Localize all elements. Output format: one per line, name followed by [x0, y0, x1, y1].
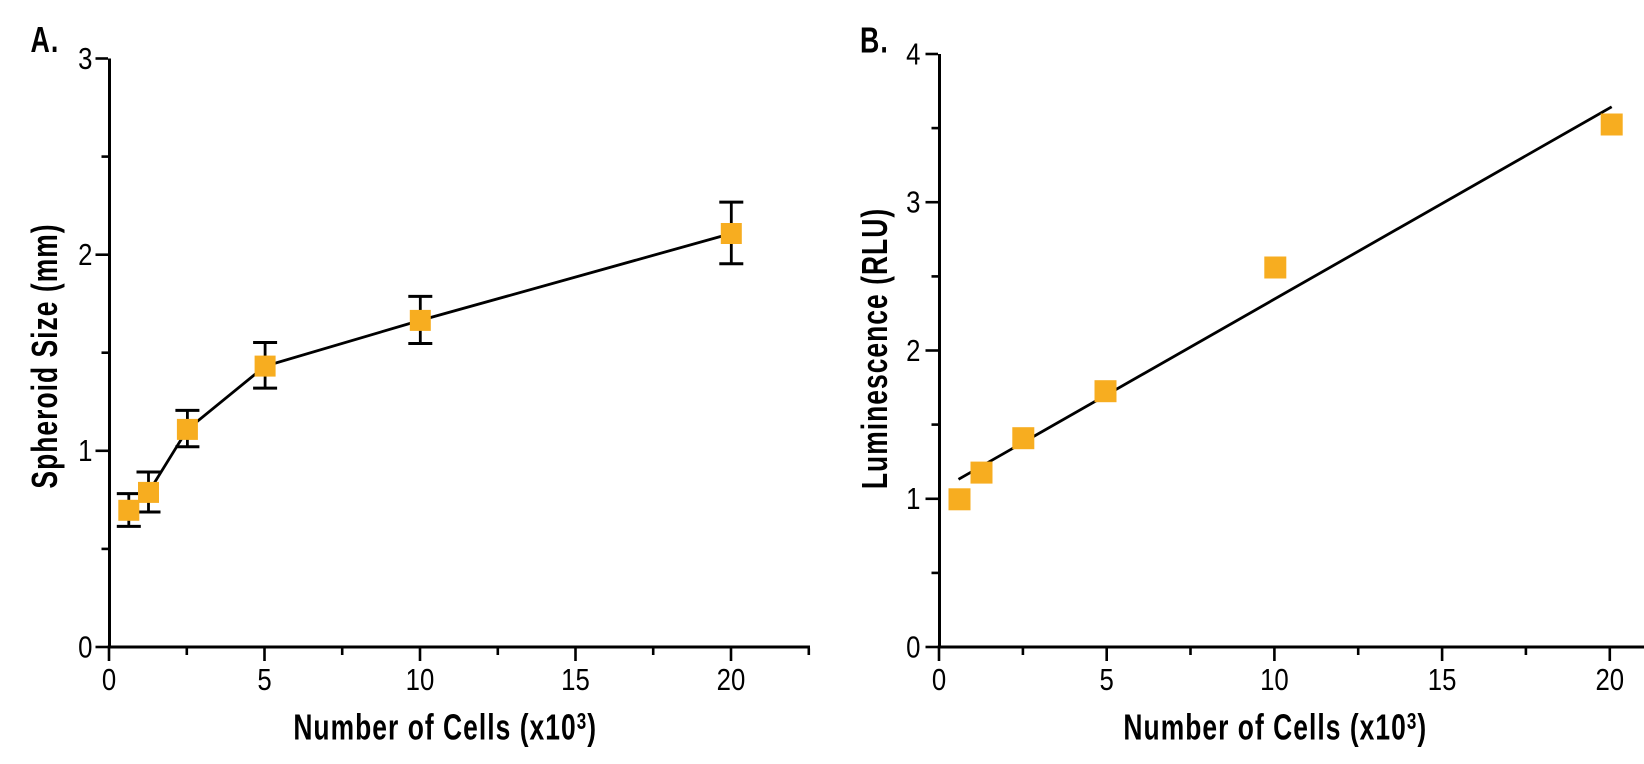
svg-text:2: 2: [78, 238, 92, 271]
svg-text:20: 20: [717, 663, 746, 696]
svg-text:1: 1: [78, 434, 92, 467]
svg-text:10: 10: [1260, 663, 1289, 696]
svg-text:15: 15: [561, 663, 590, 696]
svg-text:2: 2: [906, 334, 920, 367]
svg-text:Number of Cells (x103): Number of Cells (x103): [1123, 708, 1427, 748]
svg-text:3: 3: [78, 42, 92, 75]
svg-text:0: 0: [78, 630, 92, 663]
svg-text:0: 0: [102, 663, 116, 696]
svg-text:0: 0: [932, 663, 946, 696]
svg-text:1: 1: [906, 482, 920, 515]
svg-text:3: 3: [906, 186, 920, 219]
svg-text:A.: A.: [31, 19, 60, 60]
svg-text:Spheroid Size (mm): Spheroid Size (mm): [25, 223, 65, 488]
svg-text:Luminescence (RLU): Luminescence (RLU): [855, 208, 895, 489]
svg-text:B.: B.: [860, 20, 889, 61]
svg-text:10: 10: [406, 663, 435, 696]
svg-text:Number of Cells (x103): Number of Cells (x103): [293, 708, 597, 748]
svg-text:5: 5: [1100, 663, 1114, 696]
svg-text:15: 15: [1428, 663, 1457, 696]
svg-text:4: 4: [906, 37, 920, 70]
svg-text:0: 0: [906, 630, 920, 663]
svg-text:5: 5: [257, 663, 271, 696]
svg-text:20: 20: [1595, 663, 1624, 696]
